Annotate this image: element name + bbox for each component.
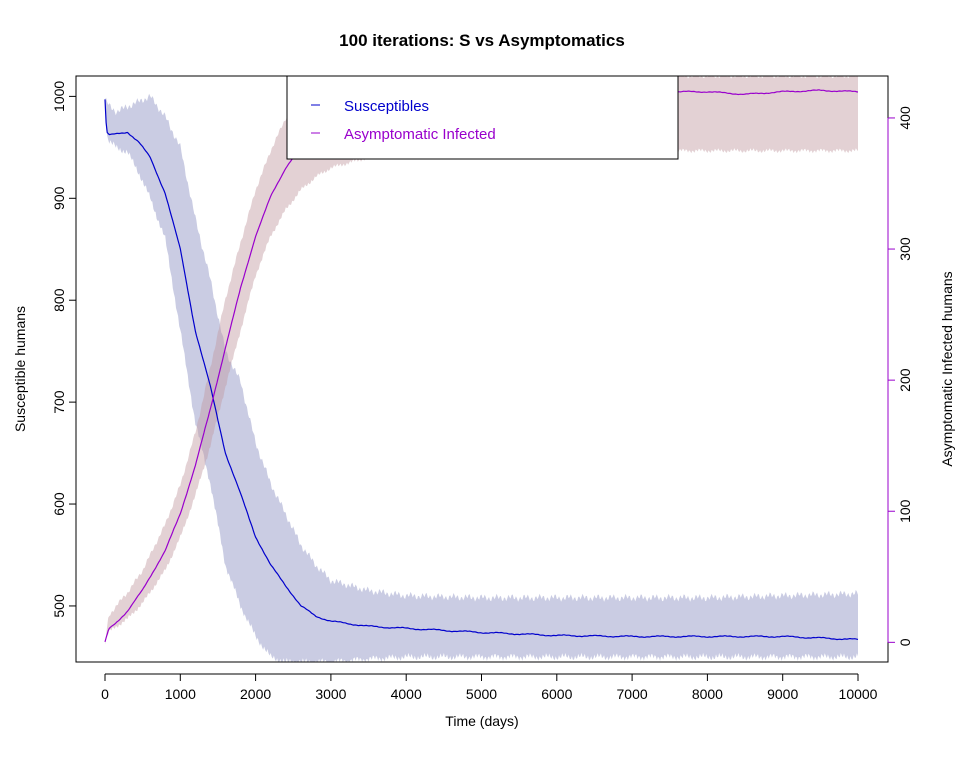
line-susceptibles bbox=[104, 99, 859, 641]
legend-box bbox=[286, 75, 679, 160]
y-left-tick-label: 900 bbox=[51, 186, 67, 210]
x-tick-label: 6000 bbox=[541, 686, 572, 702]
confidence-bands bbox=[105, 76, 858, 663]
y-left-tick-label: 1000 bbox=[51, 81, 67, 112]
y-axis-left: 500 600 700 800 900 1000 bbox=[51, 81, 77, 618]
y-right-tick-label: 300 bbox=[897, 237, 913, 261]
x-tick-label: 3000 bbox=[315, 686, 346, 702]
y-axis-left-label: Susceptible humans bbox=[12, 306, 28, 432]
y-right-tick-label: 0 bbox=[897, 638, 913, 646]
y-left-tick-label: 500 bbox=[51, 594, 67, 618]
band-asymptomatic bbox=[105, 76, 858, 645]
y-axis-right-label: Asymptomatic Infected humans bbox=[939, 271, 955, 466]
x-tick-label: 1000 bbox=[165, 686, 196, 702]
y-axis-right: 0 100 200 300 400 bbox=[887, 106, 913, 646]
legend-label-susceptibles: Susceptibles bbox=[344, 98, 429, 115]
x-axis-label: Time (days) bbox=[445, 713, 518, 729]
x-axis: 0 1000 2000 3000 4000 5000 6000 7000 8000 9000 100… bbox=[101, 673, 878, 702]
x-tick-label: 2000 bbox=[240, 686, 271, 702]
y-left-tick-label: 700 bbox=[51, 390, 67, 414]
y-right-tick-label: 400 bbox=[897, 106, 913, 130]
x-tick-label: 5000 bbox=[466, 686, 497, 702]
y-left-tick-label: 600 bbox=[51, 492, 67, 516]
chart-title: 100 iterations: S vs Asymptomatics bbox=[339, 31, 625, 50]
legend-label-asymptomatic: Asymptomatic Infected bbox=[344, 126, 496, 143]
band-susceptibles bbox=[105, 93, 858, 663]
x-tick-label: 10000 bbox=[839, 686, 878, 702]
y-left-tick-label: 800 bbox=[51, 288, 67, 312]
legend: Susceptibles Asymptomatic Infected bbox=[286, 75, 679, 160]
y-right-tick-label: 100 bbox=[897, 499, 913, 523]
x-tick-label: 4000 bbox=[391, 686, 422, 702]
x-tick-label: 7000 bbox=[617, 686, 648, 702]
x-tick-label: 0 bbox=[101, 686, 109, 702]
x-tick-label: 8000 bbox=[692, 686, 723, 702]
x-tick-label: 9000 bbox=[767, 686, 798, 702]
y-right-tick-label: 200 bbox=[897, 368, 913, 392]
